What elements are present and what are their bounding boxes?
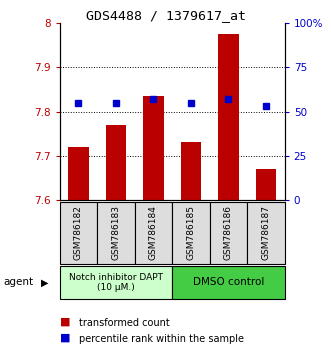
Text: ▶: ▶ (41, 277, 48, 287)
Bar (60, 202, 97, 264)
Text: percentile rank within the sample: percentile rank within the sample (79, 334, 244, 344)
Text: GSM786184: GSM786184 (149, 205, 158, 260)
Text: GSM786183: GSM786183 (111, 205, 120, 260)
Text: Notch inhibitor DAPT
(10 μM.): Notch inhibitor DAPT (10 μM.) (69, 273, 163, 292)
Text: agent: agent (3, 277, 33, 287)
Text: ■: ■ (60, 317, 70, 327)
Text: DMSO control: DMSO control (193, 277, 264, 287)
Bar (106, 125, 126, 200)
Bar (247, 202, 285, 264)
Bar (172, 202, 210, 264)
Bar (135, 202, 172, 264)
Text: GSM786182: GSM786182 (74, 205, 83, 260)
Bar (218, 34, 239, 200)
Bar (97, 202, 135, 264)
Text: GSM786186: GSM786186 (224, 205, 233, 260)
Text: GDS4488 / 1379617_at: GDS4488 / 1379617_at (85, 9, 246, 22)
Bar (143, 96, 164, 200)
Text: GSM786185: GSM786185 (186, 205, 195, 260)
Bar (60, 266, 172, 299)
Bar (172, 266, 285, 299)
Bar (68, 147, 89, 200)
Text: transformed count: transformed count (79, 318, 170, 328)
Text: ■: ■ (60, 333, 70, 343)
Text: GSM786187: GSM786187 (261, 205, 270, 260)
Bar (256, 169, 276, 200)
Bar (181, 142, 201, 200)
Bar (210, 202, 247, 264)
